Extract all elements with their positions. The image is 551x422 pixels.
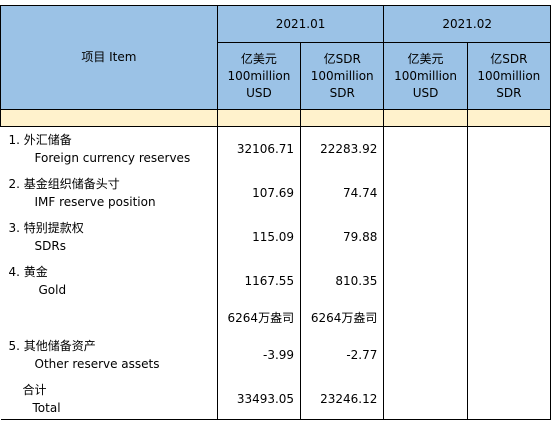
value-empty — [383, 171, 468, 215]
value-usd: 32106.71 — [216, 126, 301, 171]
value-sdr: 22283.92 — [300, 126, 384, 171]
table-row: 3. 特别提款权 SDRs 115.09 79.88 — [1, 215, 551, 259]
spacer-cell — [300, 109, 385, 127]
table-row: 5. 其他储备资产 Other reserve assets -3.99 -2.7… — [1, 331, 551, 379]
table-row: 2. 基金组织储备头寸 IMF reserve position 107.69 7… — [1, 171, 551, 215]
spacer-cell — [466, 109, 551, 127]
unit-en2: USD — [246, 85, 272, 100]
unit-en1: 100million — [227, 68, 291, 83]
value-usd: 1167.55 — [216, 259, 301, 303]
value-sdr: 74.74 — [300, 171, 384, 215]
unit-zh: 亿美元 — [407, 51, 444, 66]
row-label-zh: 4. 黄金 — [8, 265, 48, 279]
unit-en1: 100million — [310, 68, 374, 83]
spacer-cell — [0, 109, 218, 127]
unit-zh: 亿SDR — [490, 51, 528, 66]
row-label-zh: 3. 特别提款权 — [8, 221, 84, 235]
row-label: 3. 特别提款权 SDRs — [1, 215, 218, 259]
row-label-en: Other reserve assets — [34, 357, 160, 371]
row-label: 合计 Total — [0, 379, 218, 420]
row-label-zh: 1. 外汇储备 — [8, 133, 72, 147]
unit-zh: 亿SDR — [323, 51, 361, 66]
spacer-cell — [383, 109, 468, 127]
value-sdr: 23246.12 — [300, 379, 384, 420]
value-usd: -3.99 — [216, 331, 301, 379]
value-sdr: 810.35 — [300, 259, 384, 303]
table-row: 6264万盎司 6264万盎司 — [1, 303, 551, 331]
unit-header-usd: 亿美元 100million USD — [216, 42, 302, 110]
row-label: 4. 黄金 Gold — [1, 259, 218, 303]
row-label-zh: 2. 基金组织储备头寸 — [8, 177, 120, 191]
unit-header-sdr: 亿SDR 100million SDR — [466, 42, 551, 110]
header-row-units: 亿美元 100million USD 亿SDR 100million SDR 亿美元 10… — [1, 42, 551, 110]
row-label-en: Total — [32, 401, 61, 415]
value-empty — [383, 303, 468, 331]
table-row: 4. 黄金 Gold 1167.55 810.35 — [1, 259, 551, 303]
unit-header-sdr: 亿SDR 100million SDR — [300, 42, 385, 110]
value-usd: 107.69 — [216, 171, 301, 215]
unit-en1: 100million — [477, 68, 541, 83]
value-sdr: -2.77 — [300, 331, 384, 379]
table-row-total: 合计 Total 33493.05 23246.12 — [0, 379, 551, 420]
value-sdr: 6264万盎司 — [300, 303, 384, 331]
unit-en2: USD — [412, 85, 439, 100]
reserves-table: 项目 Item 2021.01 2021.02 亿美元 100million USD… — [0, 5, 551, 420]
row-label-zh: 5. 其他储备资产 — [8, 339, 96, 353]
value-empty — [383, 215, 468, 259]
value-empty — [466, 379, 551, 420]
unit-en2: SDR — [496, 85, 522, 100]
month-header-2021-01: 2021.01 — [216, 5, 385, 43]
spacer-cell — [216, 109, 302, 127]
month-label: 2021.01 — [275, 16, 326, 31]
row-label-en: Gold — [38, 283, 67, 297]
unit-header-usd: 亿美元 100million USD — [383, 42, 468, 110]
table-row: 1. 外汇储备 Foreign currency reserves 32106.7… — [1, 126, 551, 172]
row-label: 1. 外汇储备 Foreign currency reserves — [1, 127, 218, 172]
row-label-en: IMF reserve position — [34, 195, 156, 209]
value-usd: 115.09 — [216, 215, 301, 259]
value-empty — [383, 331, 468, 379]
value-empty — [383, 259, 468, 303]
row-label: 5. 其他储备资产 Other reserve assets — [1, 331, 218, 379]
value-empty — [466, 171, 551, 215]
month-label: 2021.02 — [442, 16, 492, 31]
unit-en1: 100million — [394, 68, 457, 83]
value-empty — [466, 331, 551, 379]
spacer-row — [0, 109, 551, 127]
value-sdr: 79.88 — [300, 215, 384, 259]
unit-en2: SDR — [329, 85, 355, 100]
month-header-2021-02: 2021.02 — [383, 5, 551, 43]
header-row-months: 项目 Item 2021.01 2021.02 — [0, 5, 551, 110]
value-usd: 6264万盎司 — [216, 303, 301, 331]
row-label: 2. 基金组织储备头寸 IMF reserve position — [1, 171, 218, 215]
value-empty — [466, 215, 551, 259]
row-label — [1, 303, 218, 331]
row-label-zh: 合计 — [22, 383, 47, 397]
row-label-en: SDRs — [34, 239, 66, 253]
item-header-label: 项目 Item — [81, 50, 137, 64]
value-empty — [466, 126, 551, 171]
row-label-en: Foreign currency reserves — [34, 151, 191, 165]
value-empty — [466, 259, 551, 303]
value-usd: 33493.05 — [216, 379, 301, 420]
unit-zh: 亿美元 — [240, 51, 277, 66]
item-header: 项目 Item — [0, 5, 218, 110]
value-empty — [383, 126, 468, 171]
value-empty — [466, 303, 551, 331]
value-empty — [383, 379, 468, 420]
